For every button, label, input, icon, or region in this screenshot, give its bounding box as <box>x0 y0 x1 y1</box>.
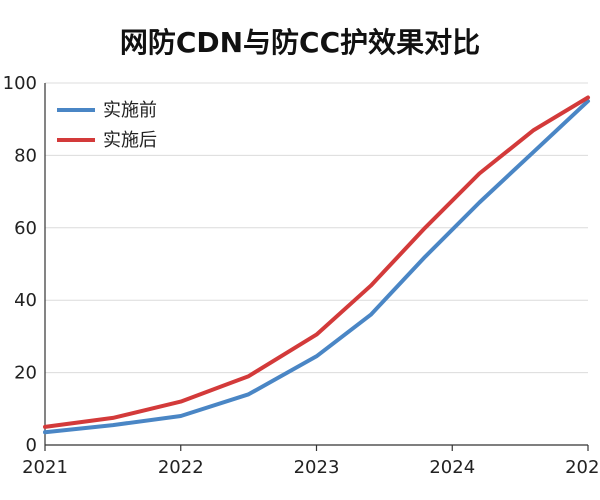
chart-title: 网防CDN与防CC护效果对比 <box>120 26 480 59</box>
x-tick-label: 2025 <box>565 457 600 478</box>
grid-lines <box>45 82 588 374</box>
x-tick-label: 2022 <box>158 457 204 478</box>
legend-label: 实施后 <box>103 130 157 151</box>
axes: 0 20 40 60 80 100 2021 2022 2023 2024 2025 <box>3 73 600 478</box>
y-tick-label: 0 <box>26 435 37 456</box>
legend-label: 实施前 <box>103 100 157 121</box>
x-tick-label: 2023 <box>294 457 340 478</box>
y-tick-label: 100 <box>3 73 37 94</box>
y-tick-label: 60 <box>14 218 37 239</box>
series-lines <box>43 95 590 435</box>
x-tick-label: 2024 <box>429 457 475 478</box>
x-tick-label: 2021 <box>22 457 68 478</box>
series-line-1 <box>43 99 590 435</box>
y-tick-label: 80 <box>14 145 37 166</box>
y-tick-label: 40 <box>14 290 37 311</box>
y-tick-label: 20 <box>14 363 37 384</box>
series-line-2 <box>43 95 590 429</box>
